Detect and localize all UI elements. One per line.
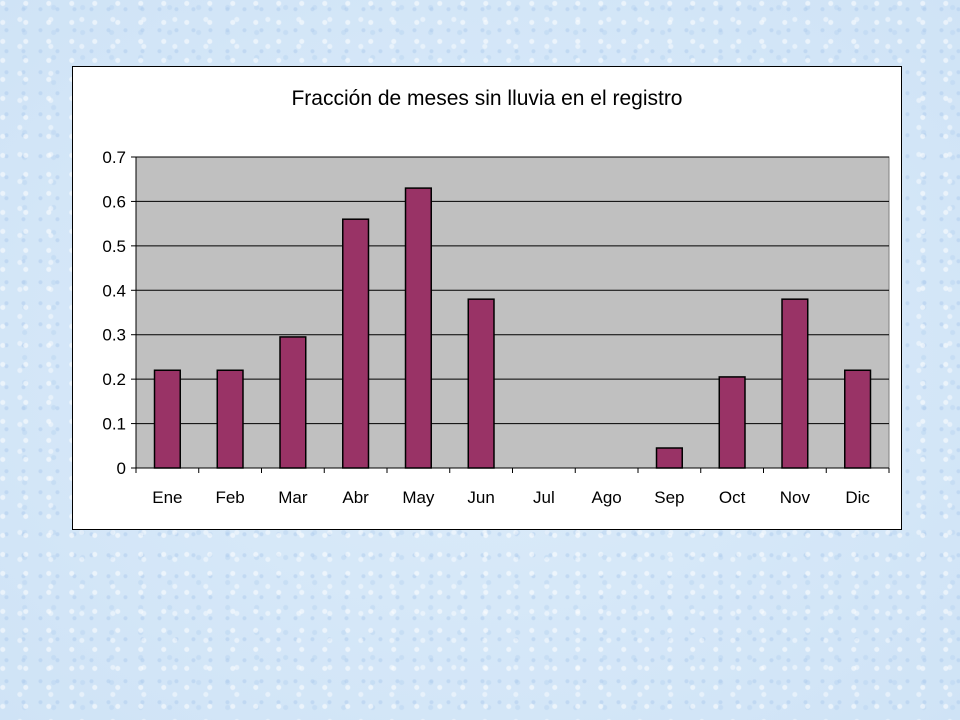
x-tick-label: May xyxy=(402,488,435,507)
bar-ene xyxy=(153,369,181,469)
y-tick-label: 0.7 xyxy=(102,148,126,167)
bar-dic xyxy=(844,369,872,469)
bar-chart: Fracción de meses sin lluvia en el regis… xyxy=(102,87,890,507)
y-tick-label: 0.6 xyxy=(102,192,126,211)
x-tick-label: Ene xyxy=(152,488,182,507)
x-tick-label: Nov xyxy=(780,488,811,507)
y-axis: 0 0.1 0.2 0.3 0.4 0.5 0.6 0.7 xyxy=(102,148,137,478)
bar-nov xyxy=(781,298,809,469)
bar-oct xyxy=(718,376,746,469)
y-tick-label: 0.5 xyxy=(102,237,126,256)
y-tick-label: 0 xyxy=(117,459,126,478)
x-tick-label: Jul xyxy=(533,488,555,507)
x-tick-label: Mar xyxy=(278,488,308,507)
chart-panel: Fracción de meses sin lluvia en el regis… xyxy=(72,66,902,530)
bar-feb xyxy=(216,369,244,469)
y-tick-label: 0.3 xyxy=(102,326,126,345)
y-tick-label: 0.1 xyxy=(102,415,126,434)
bar-mar xyxy=(279,336,307,469)
x-tick-label: Ago xyxy=(592,488,622,507)
y-tick-label: 0.2 xyxy=(102,370,126,389)
bar-abr xyxy=(342,218,370,469)
x-tick-label: Feb xyxy=(215,488,244,507)
bar-jun xyxy=(467,298,495,469)
x-tick-label: Oct xyxy=(719,488,746,507)
plot-area xyxy=(135,156,890,469)
x-tick-label: Sep xyxy=(654,488,684,507)
bar-sep xyxy=(655,447,683,469)
gridlines xyxy=(136,156,889,425)
bars xyxy=(153,187,872,469)
x-tick-label: Dic xyxy=(845,488,870,507)
x-tick-label: Abr xyxy=(342,488,369,507)
y-tick-label: 0.4 xyxy=(102,281,126,300)
x-axis: Ene Feb Mar Abr May Jun Jul Ago Sep Oct Nov Dic xyxy=(135,467,890,507)
chart-title: Fracción de meses sin lluvia en el regis… xyxy=(291,87,682,110)
bar-may xyxy=(404,187,432,469)
x-tick-label: Jun xyxy=(467,488,494,507)
